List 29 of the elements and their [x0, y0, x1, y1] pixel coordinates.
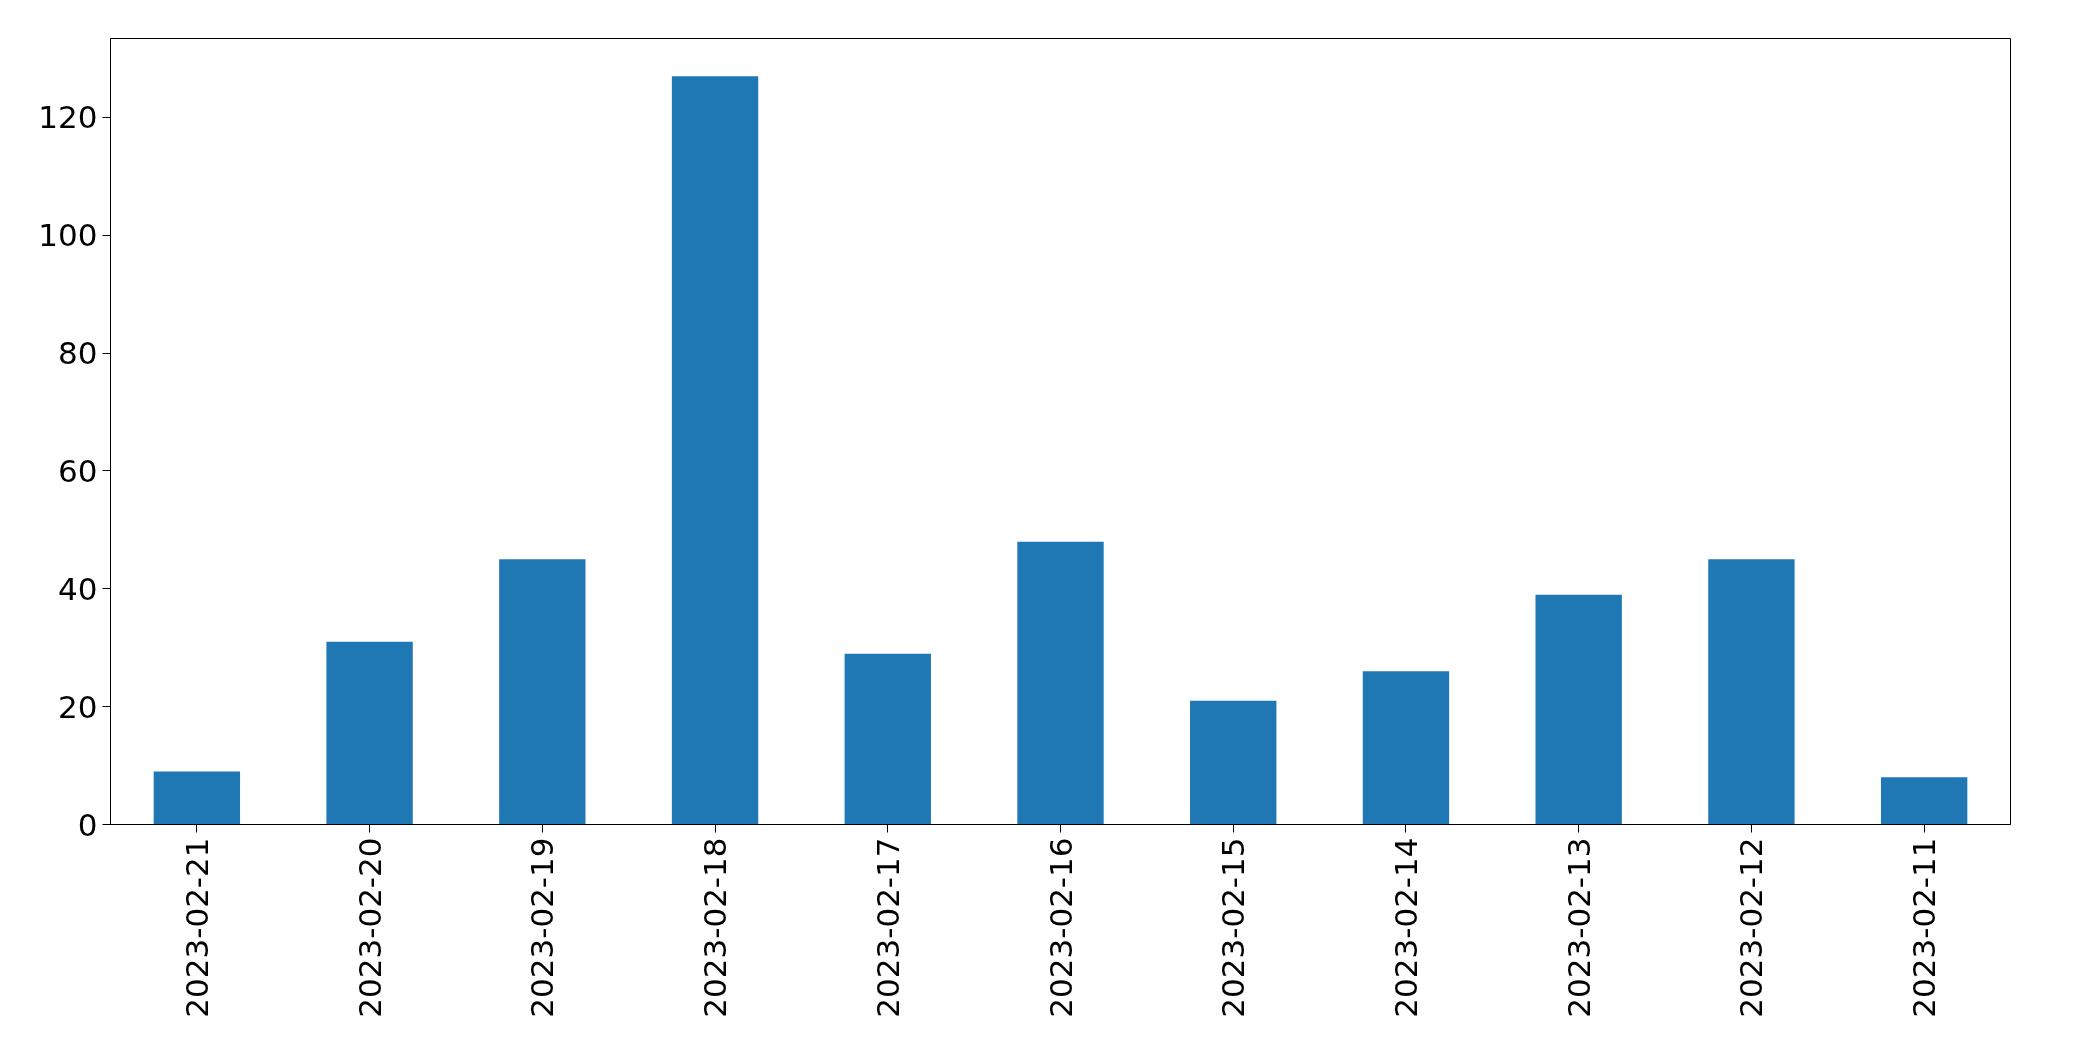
bar	[499, 559, 586, 825]
x-tick-label: 2023-02-14	[1387, 837, 1424, 1018]
bar	[1535, 594, 1622, 825]
x-tick-label: 2023-02-15	[1215, 837, 1252, 1018]
bar	[671, 76, 759, 825]
y-tick-label: 80	[58, 335, 98, 372]
y-tick-label: 20	[58, 688, 98, 725]
bar	[1190, 700, 1277, 825]
x-tick-label: 2023-02-20	[351, 837, 388, 1018]
x-tick-label: 2023-02-11	[1906, 837, 1943, 1018]
x-tick-label: 2023-02-16	[1042, 837, 1079, 1018]
bar	[1880, 777, 1968, 825]
bar	[844, 653, 931, 825]
bar	[153, 771, 241, 825]
x-tick-label: 2023-02-19	[524, 837, 561, 1018]
bar	[1017, 541, 1104, 825]
x-tick-label: 2023-02-18	[697, 837, 734, 1018]
y-tick-label: 60	[58, 452, 98, 489]
y-tick-label: 120	[38, 99, 98, 136]
x-tick-label: 2023-02-12	[1733, 837, 1770, 1018]
bar	[326, 641, 413, 825]
y-tick-label: 0	[77, 806, 98, 843]
x-tick-label: 2023-02-17	[869, 837, 906, 1018]
x-tick-label: 2023-02-13	[1560, 837, 1597, 1018]
x-tick-label: 2023-02-21	[178, 837, 215, 1018]
bar	[1708, 559, 1795, 825]
y-tick-label: 40	[58, 570, 98, 607]
y-tick-label: 100	[38, 217, 98, 254]
bar	[1362, 671, 1450, 825]
